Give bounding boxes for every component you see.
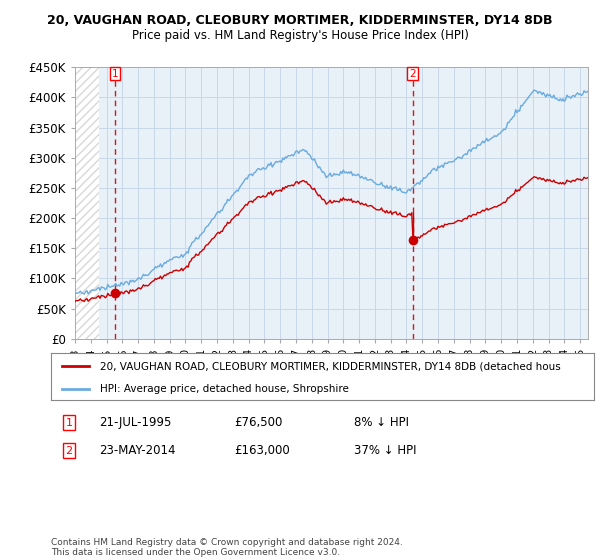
Text: 37% ↓ HPI: 37% ↓ HPI [354, 444, 416, 458]
Text: Contains HM Land Registry data © Crown copyright and database right 2024.
This d: Contains HM Land Registry data © Crown c… [51, 538, 403, 557]
Text: HPI: Average price, detached house, Shropshire: HPI: Average price, detached house, Shro… [100, 384, 349, 394]
Text: £76,500: £76,500 [234, 416, 283, 430]
Text: 8% ↓ HPI: 8% ↓ HPI [354, 416, 409, 430]
Text: 20, VAUGHAN ROAD, CLEOBURY MORTIMER, KIDDERMINSTER, DY14 8DB (detached hous: 20, VAUGHAN ROAD, CLEOBURY MORTIMER, KID… [100, 361, 560, 371]
Bar [75, 67, 98, 339]
Text: £163,000: £163,000 [234, 444, 290, 458]
Text: 21-JUL-1995: 21-JUL-1995 [99, 416, 172, 430]
Text: 2: 2 [409, 68, 416, 78]
Text: Price paid vs. HM Land Registry's House Price Index (HPI): Price paid vs. HM Land Registry's House … [131, 29, 469, 42]
Text: 1: 1 [112, 68, 119, 78]
Text: 2: 2 [65, 446, 73, 456]
Text: 23-MAY-2014: 23-MAY-2014 [99, 444, 176, 458]
Text: 1: 1 [65, 418, 73, 428]
Text: 20, VAUGHAN ROAD, CLEOBURY MORTIMER, KIDDERMINSTER, DY14 8DB: 20, VAUGHAN ROAD, CLEOBURY MORTIMER, KID… [47, 14, 553, 27]
